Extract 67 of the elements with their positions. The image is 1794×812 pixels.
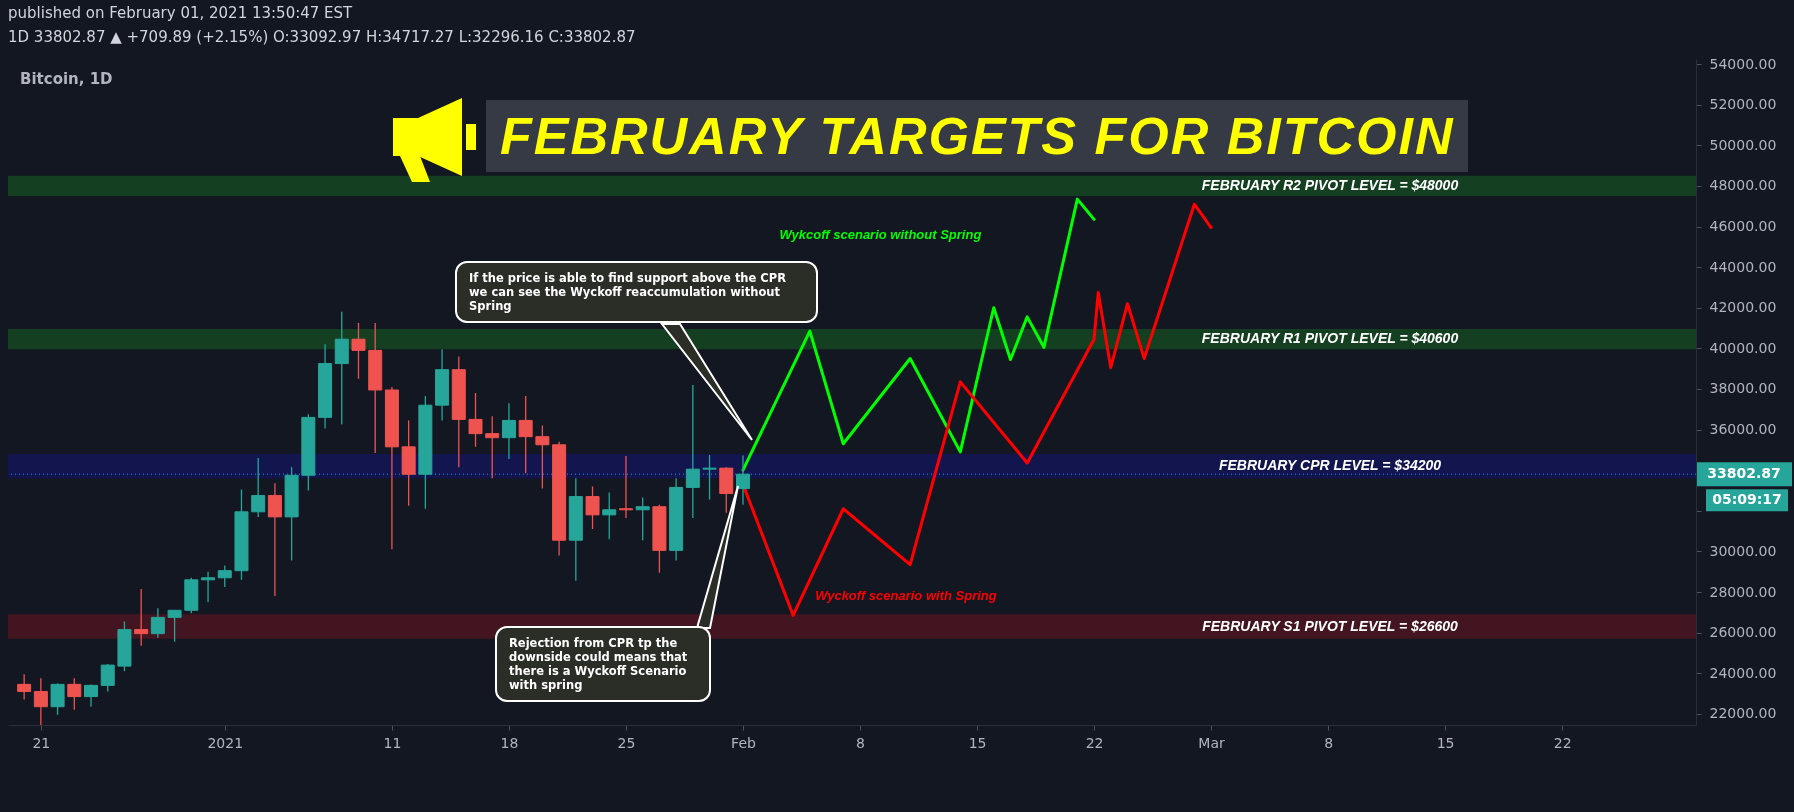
text: published on February 01, 2021 13:50:47 EST xyxy=(8,4,353,22)
candlestick xyxy=(585,485,600,530)
x-tick-label: 22 xyxy=(1085,734,1104,751)
candlestick xyxy=(217,564,232,588)
ref-line-label: 33802.87 xyxy=(1707,465,1781,482)
candlestick xyxy=(33,677,48,726)
candlestick xyxy=(251,457,266,518)
candlestick xyxy=(17,673,32,701)
chart-subtitle: 1D 33802.87 ▲ +709.89 (+2.15%) O:33092.97 H:34717.27 L:32296.16 C:33802.87 xyxy=(8,28,636,46)
x-tick-label: 15 xyxy=(1436,734,1455,751)
text: Wykcoff scenario without Spring xyxy=(779,227,982,243)
candlestick xyxy=(618,455,633,519)
candlestick xyxy=(50,682,65,716)
annotation: Bitcoin, 1D xyxy=(20,70,113,88)
y-tick-label: 40000.00 xyxy=(1709,339,1777,356)
candlestick xyxy=(84,683,99,708)
candlestick xyxy=(100,663,115,693)
x-tick-label: 21 xyxy=(32,734,51,751)
y-tick-label: 52000.00 xyxy=(1709,96,1777,113)
x-tick-label: 15 xyxy=(968,734,987,751)
text: FEBRUARY TARGETS FOR BITCOIN xyxy=(486,100,1469,172)
candlestick xyxy=(134,588,149,647)
candlestick xyxy=(468,392,483,448)
candlestick xyxy=(735,454,750,506)
x-tick-label: 2021 xyxy=(207,734,244,751)
y-tick-label: 22000.00 xyxy=(1709,705,1777,722)
band-label: FEBRUARY S1 PIVOT LEVEL = $26600 xyxy=(1202,617,1459,634)
series-label: Wyckoff scenario with Spring xyxy=(815,588,997,604)
candlestick xyxy=(702,454,717,501)
x-tick-label: 22 xyxy=(1553,734,1572,751)
candlestick xyxy=(485,415,500,479)
x-tick-label: 25 xyxy=(617,734,636,751)
y-tick-label: 42000.00 xyxy=(1709,299,1777,316)
candlestick xyxy=(501,402,516,460)
x-tick-label: 11 xyxy=(383,734,402,751)
candlestick xyxy=(685,384,700,519)
y-tick-label: 24000.00 xyxy=(1709,664,1777,681)
candlestick xyxy=(635,496,650,541)
candlestick xyxy=(267,482,282,597)
candlestick xyxy=(167,609,182,643)
band-label: FEBRUARY R1 PIVOT LEVEL = $40600 xyxy=(1201,330,1459,347)
y-tick-label: 46000.00 xyxy=(1709,218,1777,235)
y-tick-label: 38000.00 xyxy=(1709,380,1777,397)
y-tick-label: 26000.00 xyxy=(1709,624,1777,641)
y-tick-label: 28000.00 xyxy=(1709,583,1777,600)
x-tick-label: 8 xyxy=(1324,734,1334,751)
x-tick-label: 8 xyxy=(856,734,865,751)
y-tick-label: 50000.00 xyxy=(1709,136,1777,153)
y-tick-label: 30000.00 xyxy=(1709,542,1777,559)
candlestick xyxy=(67,677,82,711)
candlestick xyxy=(535,424,550,490)
candlestick xyxy=(201,571,216,603)
band-label: FEBRUARY CPR LEVEL = $34200 xyxy=(1218,457,1442,474)
y-tick-label: 48000.00 xyxy=(1709,177,1777,194)
y-tick-label: 54000.00 xyxy=(1709,55,1777,72)
text: 05:09:17 xyxy=(1712,491,1782,508)
candlestick xyxy=(602,491,617,540)
x-tick-label: 18 xyxy=(500,734,519,751)
speech-bubble: Rejection from CPR tp the downside could means that there is a Wyckoff Scenario with spring xyxy=(495,626,711,702)
y-tick-label: 36000.00 xyxy=(1709,421,1777,438)
candlestick xyxy=(351,322,366,380)
x-tick-label: Mar xyxy=(1198,734,1226,751)
x-tick-label: Feb xyxy=(731,734,756,751)
y-tick-label: 44000.00 xyxy=(1709,258,1777,275)
candlestick xyxy=(518,395,533,474)
band-label: FEBRUARY R2 PIVOT LEVEL = $48000 xyxy=(1201,176,1459,193)
candlestick xyxy=(150,607,165,639)
